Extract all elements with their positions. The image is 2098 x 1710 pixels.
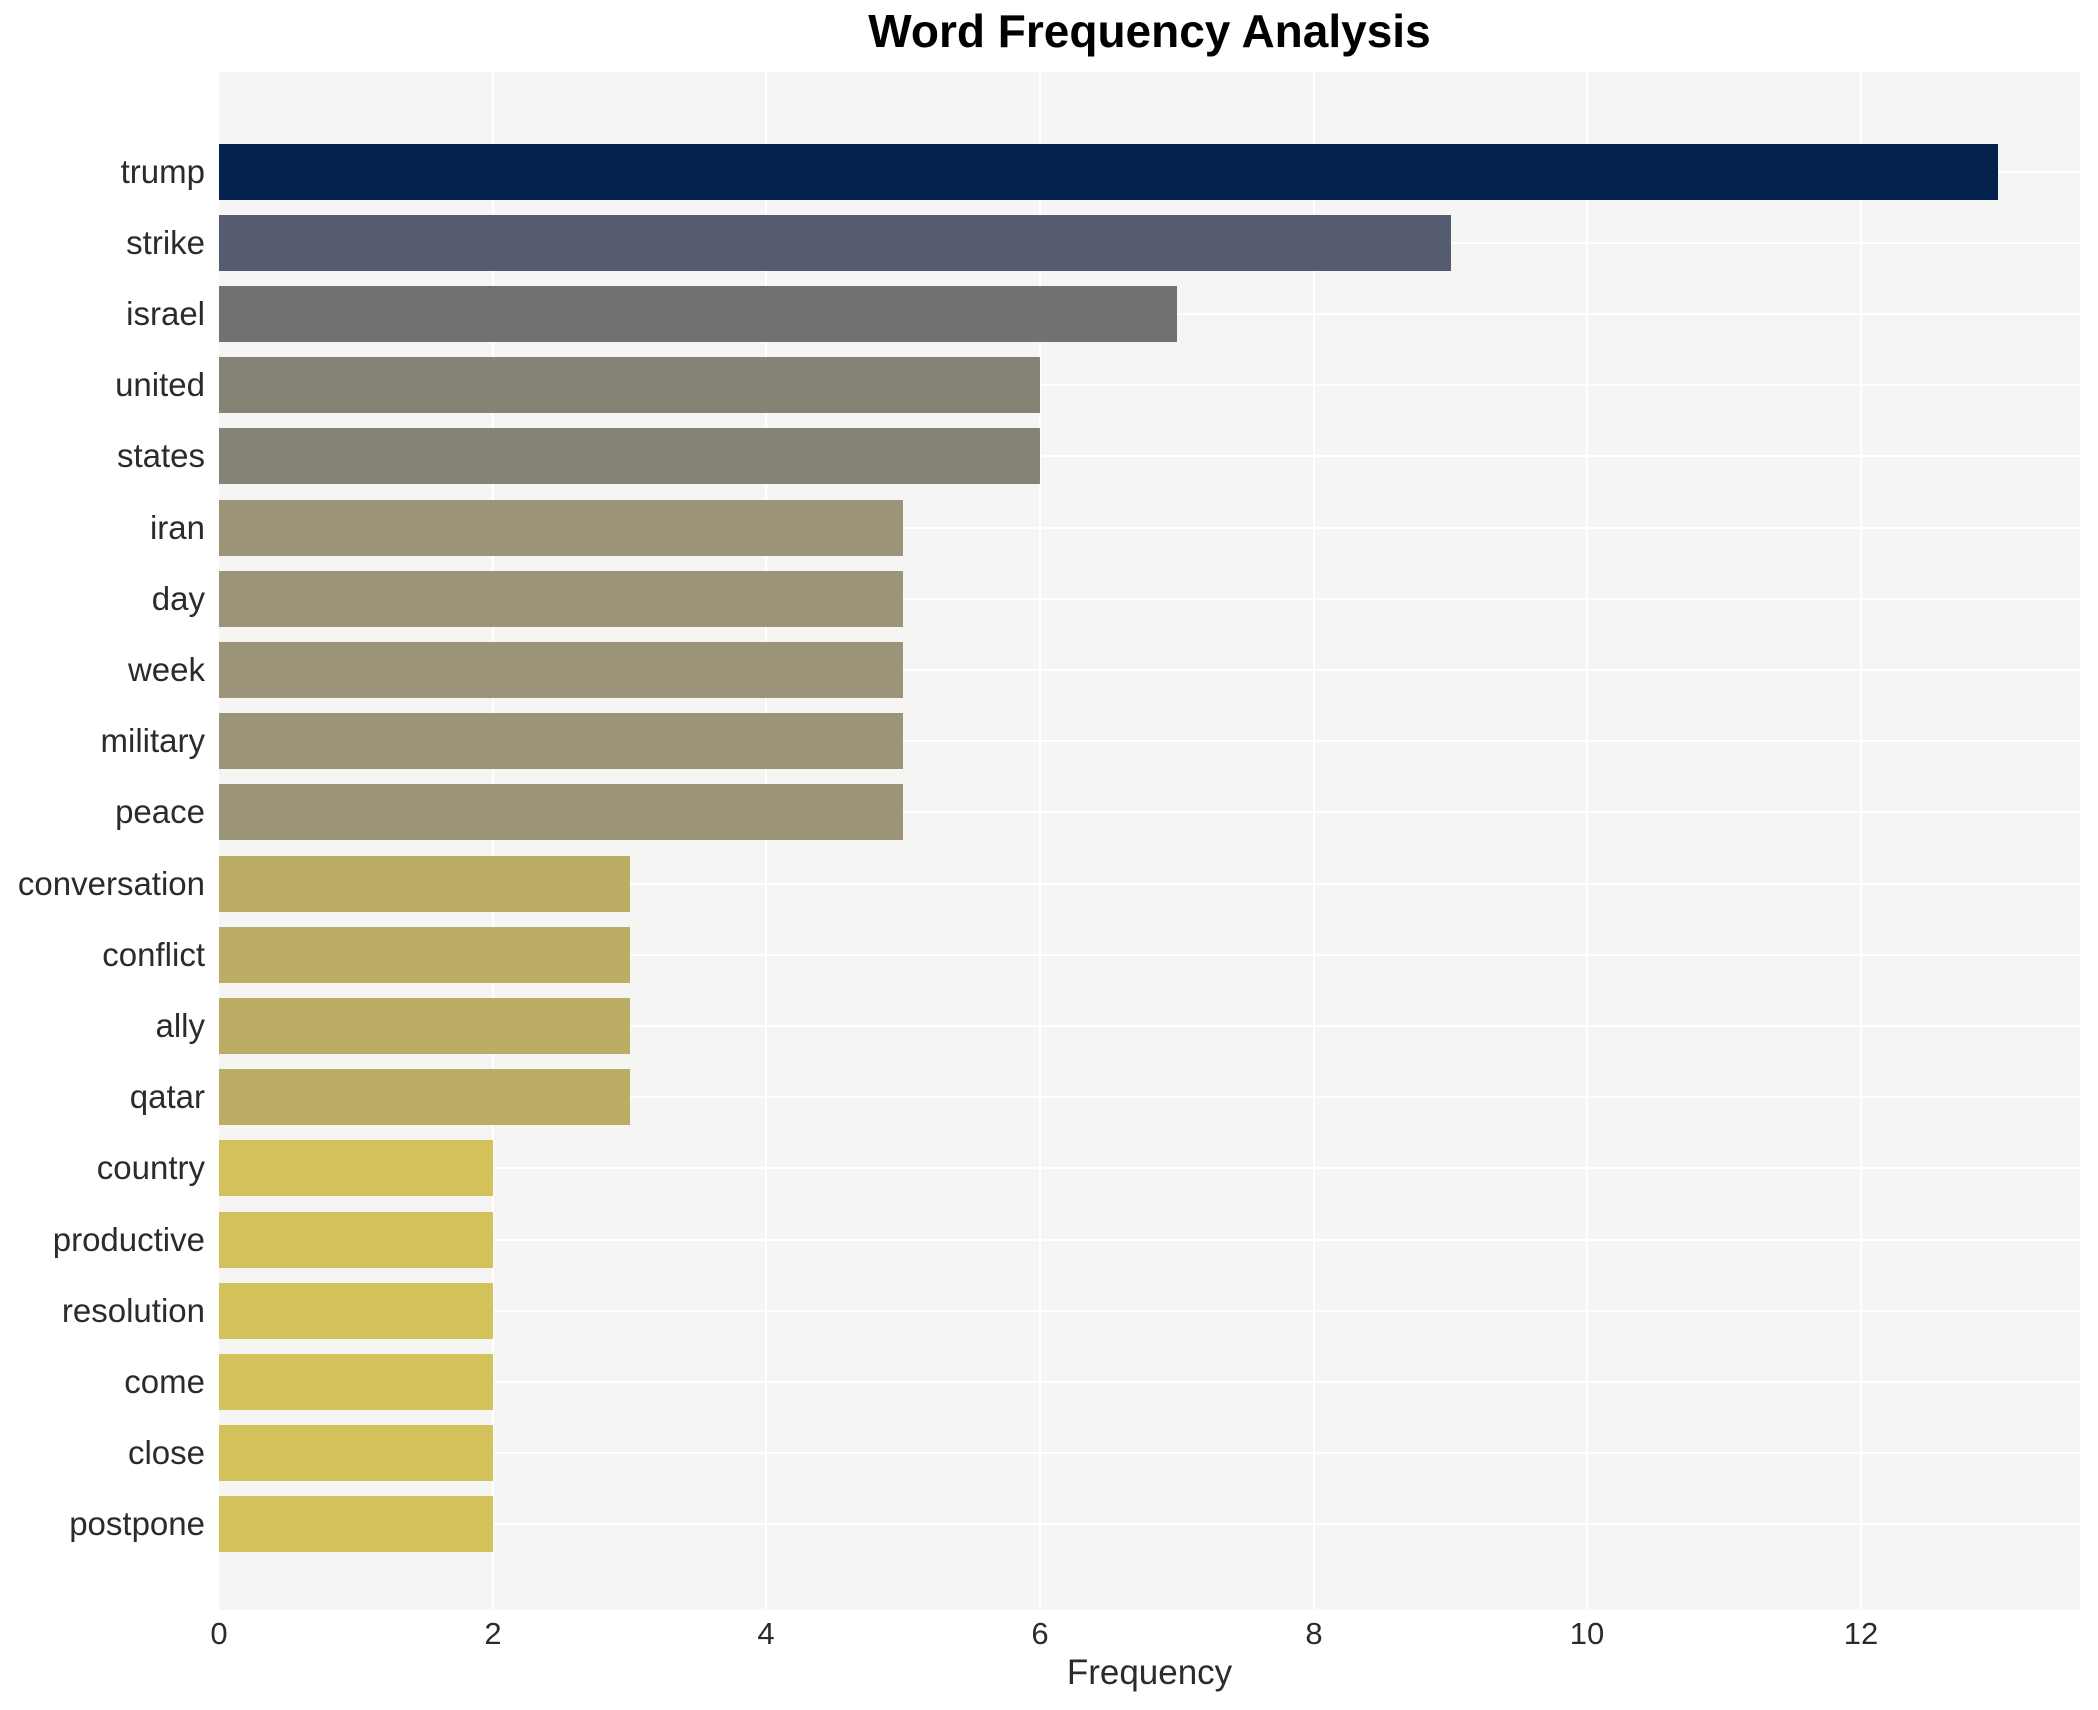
bar-trump: [219, 144, 1998, 200]
x-tick-label-6: 6: [1031, 1616, 1049, 1651]
gridline-horizontal: [219, 669, 2080, 671]
y-tick-label-conversation: conversation: [17, 865, 205, 902]
gridline-horizontal: [219, 1025, 2080, 1027]
y-tick-label-ally: ally: [155, 1007, 205, 1044]
y-tick-label-peace: peace: [115, 793, 205, 830]
bar-strike: [219, 215, 1451, 271]
bar-close: [219, 1425, 493, 1481]
bar-united: [219, 357, 1040, 413]
bar-week: [219, 642, 903, 698]
gridline-horizontal: [219, 1452, 2080, 1454]
y-tick-label-qatar: qatar: [129, 1078, 205, 1115]
y-tick-label-productive: productive: [52, 1221, 205, 1258]
x-tick-label-8: 8: [1305, 1616, 1323, 1651]
x-axis-title: Frequency: [1066, 1653, 1233, 1692]
gridline-horizontal: [219, 811, 2080, 813]
bar-military: [219, 713, 903, 769]
x-tick-label-2: 2: [484, 1616, 502, 1651]
y-tick-label-israel: israel: [126, 295, 205, 332]
gridline-horizontal: [219, 1096, 2080, 1098]
gridline-vertical: [1313, 72, 1315, 1610]
y-tick-label-trump: trump: [120, 153, 205, 190]
y-tick-label-country: country: [96, 1149, 205, 1186]
bar-country: [219, 1140, 493, 1196]
gridline-vertical: [492, 72, 494, 1610]
x-tick-label-4: 4: [757, 1616, 775, 1651]
bar-states: [219, 428, 1040, 484]
gridline-vertical: [1586, 72, 1588, 1610]
y-tick-label-united: united: [115, 366, 205, 403]
gridline-horizontal: [219, 1239, 2080, 1241]
y-tick-label-iran: iran: [149, 509, 205, 546]
bar-ally: [219, 998, 630, 1054]
y-tick-label-come: come: [124, 1363, 205, 1400]
bar-israel: [219, 286, 1177, 342]
y-tick-label-week: week: [127, 651, 205, 688]
x-tick-label-0: 0: [210, 1616, 228, 1651]
chart-title: Word Frequency Analysis: [868, 5, 1431, 57]
gridline-horizontal: [219, 954, 2080, 956]
y-tick-label-conflict: conflict: [102, 936, 205, 973]
gridline-horizontal: [219, 1381, 2080, 1383]
bar-qatar: [219, 1069, 630, 1125]
gridline-vertical: [1039, 72, 1041, 1610]
gridline-horizontal: [219, 883, 2080, 885]
bar-conflict: [219, 927, 630, 983]
gridline-horizontal: [219, 527, 2080, 529]
gridline-horizontal: [219, 384, 2080, 386]
gridline-horizontal: [219, 740, 2080, 742]
y-tick-label-resolution: resolution: [61, 1292, 205, 1329]
gridline-horizontal: [219, 455, 2080, 457]
bar-postpone: [219, 1496, 493, 1552]
gridline-vertical: [1860, 72, 1862, 1610]
bar-day: [219, 571, 903, 627]
gridline-horizontal: [219, 1167, 2080, 1169]
gridline-horizontal: [219, 598, 2080, 600]
x-tick-label-12: 12: [1843, 1616, 1879, 1651]
bar-peace: [219, 784, 903, 840]
x-tick-label-10: 10: [1569, 1616, 1605, 1651]
y-tick-label-close: close: [127, 1434, 205, 1471]
bar-resolution: [219, 1283, 493, 1339]
plot-area: [219, 72, 2080, 1610]
gridline-horizontal: [219, 1310, 2080, 1312]
y-tick-label-postpone: postpone: [69, 1505, 205, 1542]
y-tick-label-strike: strike: [126, 224, 205, 261]
y-tick-label-day: day: [151, 580, 205, 617]
bar-productive: [219, 1212, 493, 1268]
gridline-horizontal: [219, 1523, 2080, 1525]
bar-conversation: [219, 856, 630, 912]
y-tick-label-military: military: [100, 722, 206, 759]
bar-come: [219, 1354, 493, 1410]
bar-iran: [219, 500, 903, 556]
y-tick-label-states: states: [116, 437, 205, 474]
gridline-vertical: [765, 72, 767, 1610]
